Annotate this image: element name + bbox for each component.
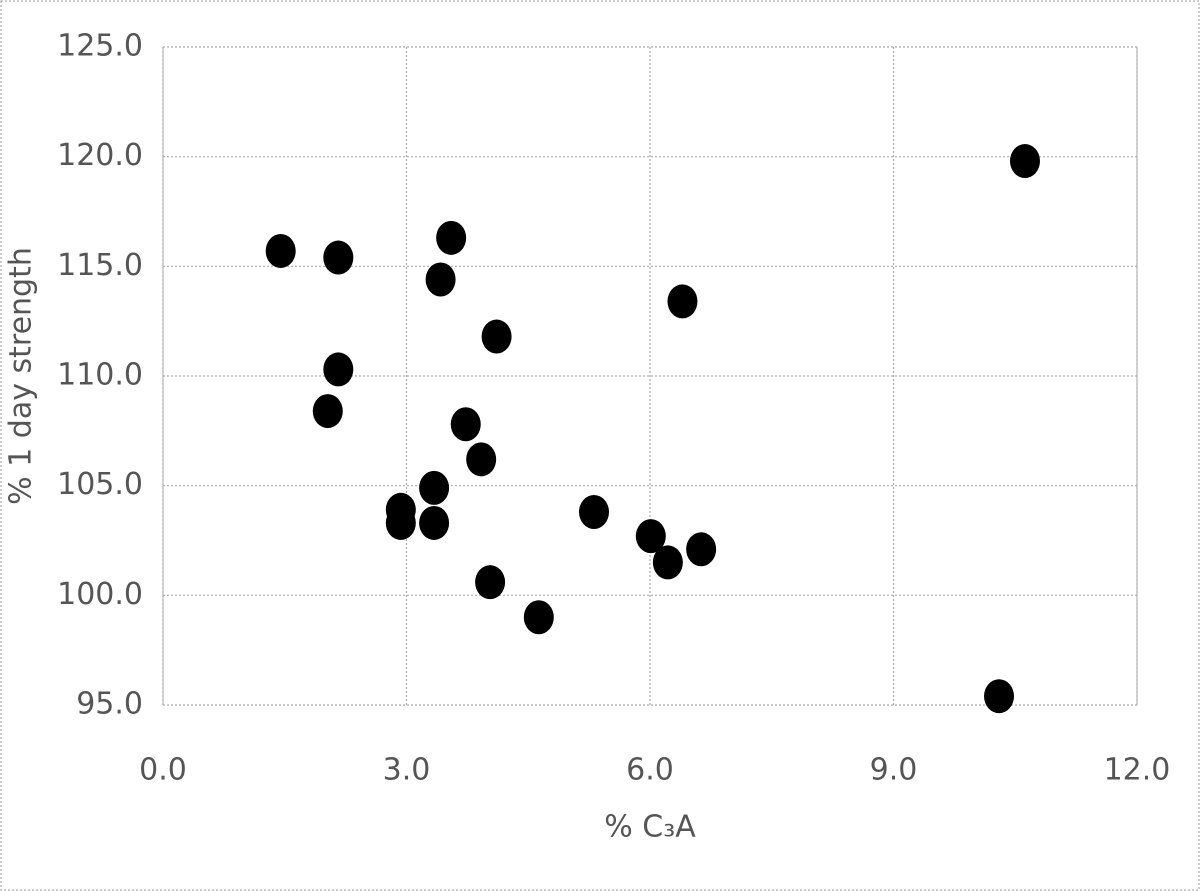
point (652, 545, 683, 580)
x-tick-label: 12.0 (1104, 753, 1171, 788)
point (466, 442, 497, 477)
point (323, 352, 354, 387)
point (667, 284, 698, 319)
x-tick-label: 6.0 (626, 753, 674, 788)
point (436, 220, 467, 255)
point (450, 407, 481, 442)
x-tick-label: 0.0 (139, 753, 187, 788)
point (578, 494, 609, 529)
point (419, 505, 450, 540)
x-tick-label: 9.0 (870, 753, 918, 788)
y-tick-label: 100.0 (57, 577, 143, 612)
y-tick-label: 110.0 (57, 358, 143, 393)
point (686, 532, 717, 567)
point (385, 505, 416, 540)
y-tick-label: 105.0 (57, 467, 143, 502)
y-tick-label: 115.0 (57, 248, 143, 283)
point (984, 679, 1015, 714)
point (265, 233, 296, 268)
point (635, 519, 666, 554)
y-tick-label: 125.0 (57, 29, 143, 64)
y-tick-label: 120.0 (57, 138, 143, 173)
point (419, 470, 450, 505)
x-axis-label: % C₃A (604, 810, 696, 845)
y-axis-label: % 1 day strength (4, 247, 39, 505)
point (481, 319, 512, 354)
x-tick-label: 3.0 (383, 753, 431, 788)
point (425, 262, 456, 297)
y-tick-label: 95.0 (76, 687, 143, 722)
point (523, 600, 554, 635)
point (475, 565, 506, 600)
point (323, 240, 354, 275)
point (1009, 144, 1040, 179)
point (312, 394, 343, 429)
